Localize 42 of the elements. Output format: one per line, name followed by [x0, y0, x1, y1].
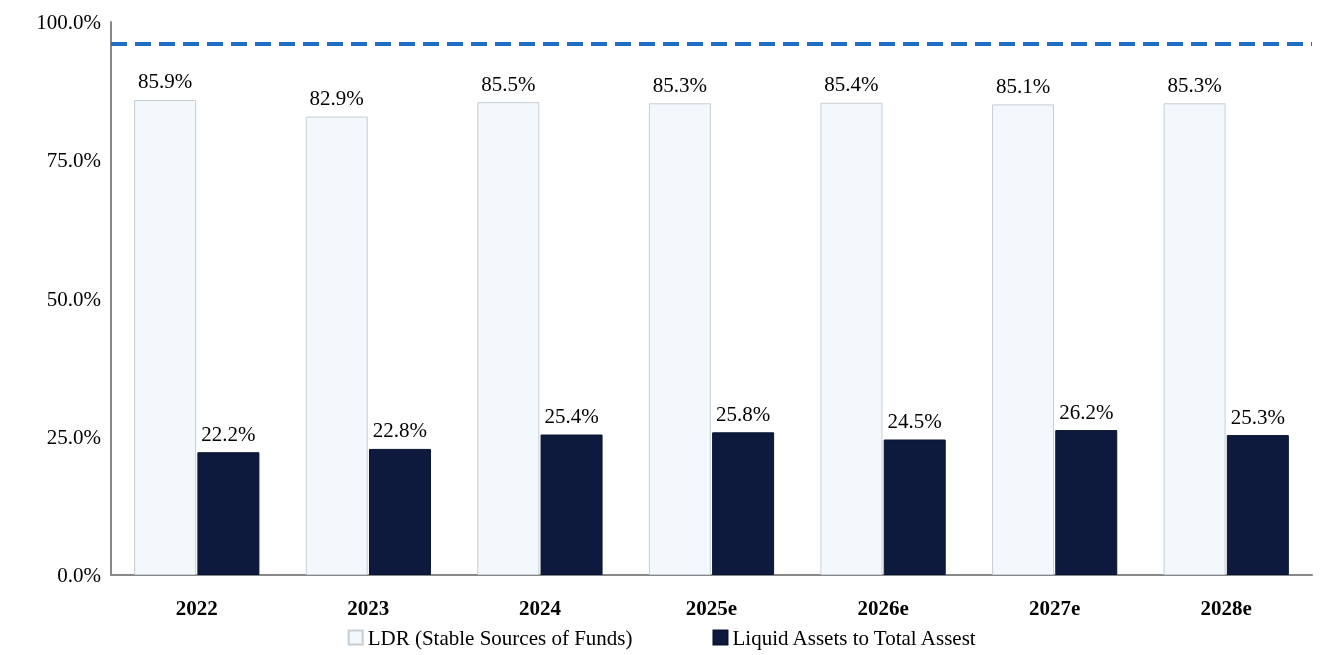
y-tick-label: 100.0% — [36, 10, 101, 34]
text: 85.5% — [481, 71, 536, 96]
bar — [305, 116, 368, 575]
bar — [883, 439, 946, 575]
text: 82.9% — [309, 86, 364, 111]
bar — [1163, 103, 1226, 575]
x-tick-label: 2026e — [857, 595, 909, 620]
bar — [1226, 435, 1289, 575]
bar — [1055, 430, 1118, 575]
x-tick-label: 2028e — [1200, 595, 1252, 620]
bar — [477, 102, 540, 575]
bar — [648, 103, 711, 575]
text: 25.3% — [1230, 404, 1285, 429]
legend-label: Liquid Assets to Total Assest — [732, 625, 976, 650]
text: 85.3% — [1167, 72, 1222, 97]
bar — [368, 448, 431, 575]
y-tick-label: 75.0% — [46, 148, 101, 173]
x-tick-label: 2023 — [347, 595, 390, 620]
text: 26.2% — [1059, 399, 1114, 424]
text: 25.4% — [544, 404, 599, 429]
text: 22.2% — [201, 421, 256, 446]
text: 25.8% — [715, 401, 771, 426]
bar — [992, 104, 1055, 575]
bar — [197, 452, 260, 575]
x-tick-label: 2027e — [1028, 595, 1081, 620]
text: 22.8% — [372, 418, 428, 443]
text: 24.5% — [887, 409, 942, 434]
y-tick-label: 0.0% — [57, 563, 101, 587]
bar — [712, 432, 775, 575]
y-tick-label: 25.0% — [46, 424, 101, 449]
text: 85.1% — [995, 73, 1051, 98]
x-tick-label: 2024 — [518, 595, 562, 620]
bar — [540, 434, 603, 575]
x-tick-label: 2022 — [175, 595, 218, 620]
bar — [134, 99, 197, 575]
text: 85.3% — [652, 72, 708, 97]
bar — [820, 102, 883, 575]
y-tick-label: 50.0% — [46, 286, 101, 311]
text: 85.9% — [138, 69, 193, 94]
text: 85.4% — [824, 72, 879, 97]
legend-label: LDR (Stable Sources of Funds) — [367, 625, 633, 650]
x-tick-label: 2025e — [685, 595, 738, 620]
